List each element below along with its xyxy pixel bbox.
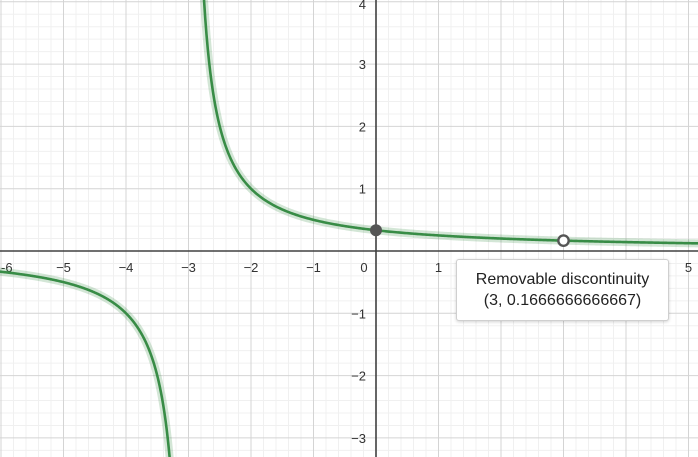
y-tick-label: −2 <box>351 369 366 384</box>
x-tick-label: 1 <box>435 260 442 275</box>
x-tick-label: -6 <box>1 260 13 275</box>
y-tick-label: −1 <box>351 306 366 321</box>
removable-discontinuity-hole <box>557 234 570 248</box>
y-tick-label: −3 <box>351 431 366 446</box>
x-tick-label: −3 <box>181 260 196 275</box>
removable-discontinuity-tooltip: Removable discontinuity (3, 0.1666666666… <box>456 259 669 321</box>
y-intercept-point <box>370 224 382 237</box>
curve-right-branch <box>202 0 698 245</box>
x-tick-label: 5 <box>685 260 692 275</box>
curve-left-branch <box>0 270 171 457</box>
tooltip-coordinates: (3, 0.1666666666667) <box>483 292 642 309</box>
y-tick-label: 4 <box>359 0 366 12</box>
x-tick-label: −4 <box>119 260 134 275</box>
x-tick-label: −2 <box>244 260 259 275</box>
x-tick-label: −1 <box>306 260 321 275</box>
tooltip-title: Removable discontinuity <box>475 271 650 288</box>
y-tick-label: 3 <box>359 57 366 72</box>
y-tick-label: 2 <box>359 119 366 134</box>
x-tick-label: −5 <box>56 260 71 275</box>
y-tick-label: 1 <box>359 182 366 197</box>
point-markers <box>370 224 570 248</box>
x-tick-label: 0 <box>360 260 367 275</box>
